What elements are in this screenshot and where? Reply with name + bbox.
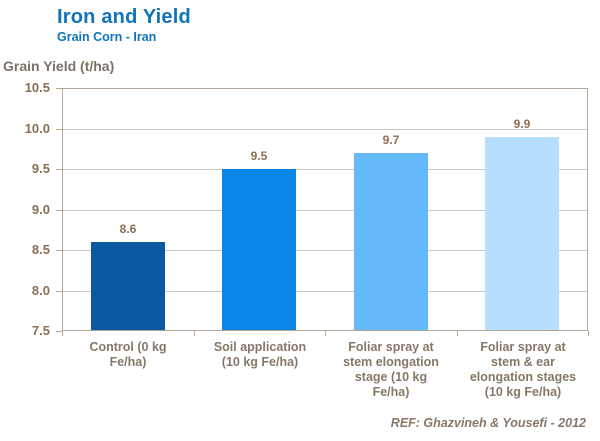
y-axis-tick-label: 10.0	[24, 120, 50, 136]
gridline	[63, 169, 587, 170]
y-axis-tick	[56, 169, 62, 170]
bar-value-label: 8.6	[119, 222, 137, 236]
x-axis-tick	[457, 331, 458, 336]
x-axis-tick	[588, 331, 589, 336]
bar	[91, 242, 165, 330]
y-axis-tick-label: 10.5	[24, 80, 50, 95]
gridline	[63, 128, 587, 130]
y-axis-tick-label: 9.0	[31, 201, 50, 217]
bar	[485, 137, 559, 330]
gridline	[63, 209, 587, 211]
x-axis-label: Foliar spray at stem elongation stage (1…	[343, 340, 439, 399]
gridline	[63, 290, 587, 292]
x-axis-label: Soil application (10 kg Fe/ha)	[213, 340, 307, 369]
x-axis-tick	[62, 331, 63, 336]
y-axis-tick	[56, 128, 62, 130]
chart-subtitle: Grain Corn - Iran	[57, 30, 157, 44]
y-axis-tick	[56, 250, 62, 251]
y-axis-tick-label: 9.5	[31, 161, 50, 176]
x-axis-tick	[194, 331, 195, 336]
y-axis-tick	[56, 209, 62, 211]
chart-title: Iron and Yield	[57, 6, 191, 28]
x-axis-label: Control (0 kg Fe/ha)	[89, 340, 167, 369]
reference-text: REF: Ghazvineh & Yousefi - 2012	[390, 416, 586, 430]
bar	[354, 153, 428, 330]
y-axis-tick-label: 7.5	[31, 323, 50, 338]
gridline	[63, 250, 587, 251]
y-axis-title: Grain Yield (t/ha)	[3, 58, 115, 74]
y-axis-tick-label: 8.0	[31, 282, 50, 298]
y-axis-tick-label: 8.5	[31, 242, 50, 257]
x-axis-tick	[325, 331, 326, 336]
bar-value-label: 9.5	[250, 149, 268, 163]
y-axis-tick	[56, 331, 62, 332]
y-axis-tick	[56, 290, 62, 292]
bar-value-label: 9.7	[382, 133, 400, 147]
x-axis-label: Foliar spray at stem & ear elongation st…	[469, 340, 577, 399]
bar	[222, 169, 296, 330]
y-axis-tick	[56, 88, 62, 89]
bar-value-label: 9.9	[513, 117, 531, 131]
